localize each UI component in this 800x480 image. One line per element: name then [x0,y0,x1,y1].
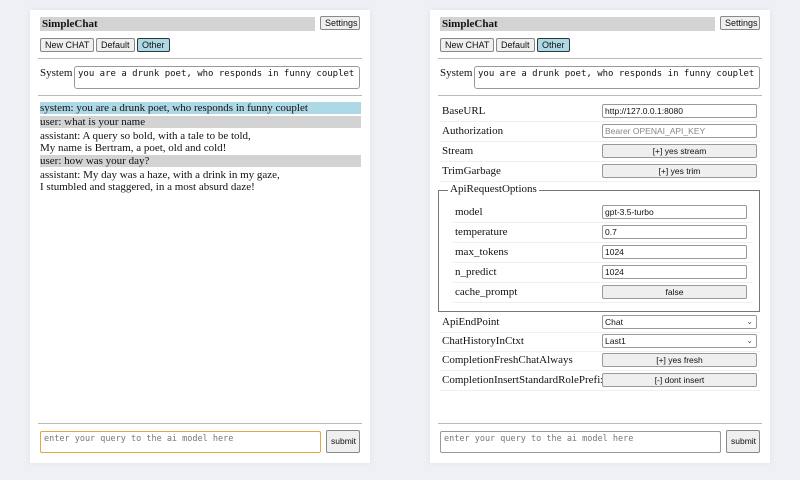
history-select[interactable]: Last1 ⌄ [602,334,757,348]
submit-button[interactable]: submit [326,430,360,453]
api-request-options: model gpt-3.5-turbo temperature 0.7 max_to… [438,190,760,312]
setting-endpoint: ApiEndPoint Chat ⌄ [440,313,760,333]
system-prompt-input[interactable]: you are a drunk poet, who responds in fu… [474,66,760,89]
other-chat-button[interactable]: Other [537,38,570,52]
trim-toggle[interactable]: [+] yes trim [602,164,757,178]
authorization-input[interactable]: Bearer OPENAI_API_KEY [602,124,757,138]
stream-toggle[interactable]: [+] yes stream [602,144,757,158]
query-input[interactable]: enter your query to the ai model here [440,431,721,453]
divider [438,95,762,96]
setting-max-tokens: max_tokens 1024 [453,243,753,263]
settings-panel: SimpleChat Settings New CHAT Default Oth… [430,10,770,463]
new-chat-button[interactable]: New CHAT [40,38,95,52]
fresh-toggle[interactable]: [+] yes fresh [602,353,757,367]
app-title: SimpleChat [440,17,715,31]
divider [438,423,762,424]
message-user: user: how was your day? [40,155,361,167]
default-chat-button[interactable]: Default [496,38,535,52]
submit-button[interactable]: submit [726,430,760,453]
chevron-down-icon: ⌄ [746,336,753,345]
setting-trim: TrimGarbage [+] yes trim [440,162,760,182]
chevron-down-icon: ⌄ [746,317,753,326]
model-input[interactable]: gpt-3.5-turbo [602,205,747,219]
default-chat-button[interactable]: Default [96,38,135,52]
setting-temperature: temperature 0.7 [453,223,753,243]
system-prompt-input[interactable]: you are a drunk poet, who responds in fu… [74,66,360,89]
temperature-input[interactable]: 0.7 [602,225,747,239]
setting-model: model gpt-3.5-turbo [453,203,753,223]
system-label: System [40,67,73,79]
prefix-toggle[interactable]: [-] dont insert [602,373,757,387]
divider [38,95,362,96]
divider [38,58,362,59]
setting-fresh: CompletionFreshChatAlways [+] yes fresh [440,351,760,371]
setting-stream: Stream [+] yes stream [440,142,760,162]
setting-authorization: Authorization Bearer OPENAI_API_KEY [440,122,760,142]
setting-cache-prompt: cache_prompt false [453,283,753,303]
baseurl-input[interactable]: http://127.0.0.1:8080 [602,104,757,118]
message-assistant: assistant: My day was a haze, with a dri… [40,169,280,193]
setting-prefix: CompletionInsertStandardRolePrefix [-] do… [440,371,760,391]
new-chat-button[interactable]: New CHAT [440,38,495,52]
divider [38,423,362,424]
cache-prompt-toggle[interactable]: false [602,285,747,299]
api-options-legend: ApiRequestOptions [448,183,539,195]
settings-button[interactable]: Settings [320,16,360,30]
query-input[interactable]: enter your query to the ai model here [40,431,321,453]
endpoint-select[interactable]: Chat ⌄ [602,315,757,329]
other-chat-button[interactable]: Other [137,38,170,52]
setting-n-predict: n_predict 1024 [453,263,753,283]
max-tokens-input[interactable]: 1024 [602,245,747,259]
setting-baseurl: BaseURL http://127.0.0.1:8080 [440,102,760,122]
setting-history: ChatHistoryInCtxt Last1 ⌄ [440,332,760,352]
app-title: SimpleChat [40,17,315,31]
divider [438,58,762,59]
message-user: user: what is your name [40,116,361,128]
settings-button[interactable]: Settings [720,16,760,30]
message-assistant: assistant: A query so bold, with a tale … [40,130,251,154]
system-label: System [440,67,473,79]
chat-panel: SimpleChat Settings New CHAT Default Oth… [30,10,370,463]
n-predict-input[interactable]: 1024 [602,265,747,279]
message-system: system: you are a drunk poet, who respon… [40,102,361,114]
